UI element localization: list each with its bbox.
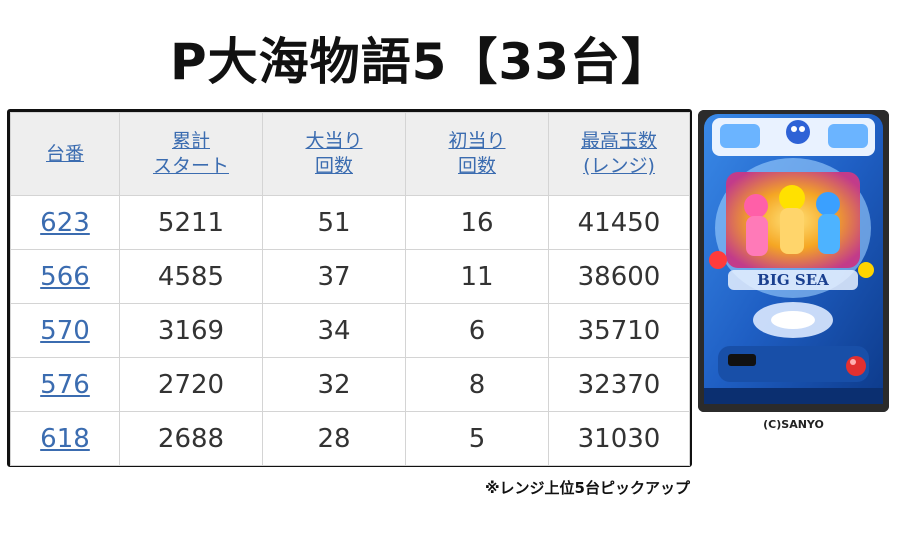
max-balls-cell: 38600	[548, 249, 690, 304]
header-big-hits[interactable]: 大当り 回数	[262, 112, 406, 196]
sort-link-max-balls[interactable]: 最高玉数 (レンジ)	[581, 129, 657, 179]
table-row: 623 5211 51 16 41450	[10, 195, 690, 250]
first-hits-cell: 5	[405, 411, 549, 466]
max-balls-cell: 35710	[548, 303, 690, 358]
machine-number-cell[interactable]: 576	[10, 357, 120, 412]
table-row: 570 3169 34 6 35710	[10, 303, 690, 358]
copyright-caption: (C)SANYO	[763, 418, 824, 431]
header-label-line2: (レンジ)	[583, 155, 655, 177]
machine-number-link[interactable]: 576	[40, 369, 90, 400]
machine-number-cell[interactable]: 570	[10, 303, 120, 358]
total-start-cell: 3169	[119, 303, 263, 358]
footnote: ※レンジ上位5台ピックアップ	[484, 479, 690, 497]
sort-link-machine-number[interactable]: 台番	[46, 142, 84, 167]
max-balls-cell: 41450	[548, 195, 690, 250]
header-label-line2: スタート	[152, 155, 229, 177]
machine-number-link[interactable]: 623	[40, 207, 90, 238]
header-label-line1: 累計	[171, 130, 210, 152]
total-start-cell: 5211	[119, 195, 263, 250]
header-first-hits[interactable]: 初当り 回数	[405, 112, 549, 196]
sort-link-big-hits[interactable]: 大当り 回数	[305, 129, 362, 179]
first-hits-cell: 11	[405, 249, 549, 304]
max-balls-cell: 32370	[548, 357, 690, 412]
machine-number-cell[interactable]: 618	[10, 411, 120, 466]
machine-number-cell[interactable]: 566	[10, 249, 120, 304]
table-header-row: 台番 累計 スタート 大当り 回数 初当	[10, 112, 690, 196]
sort-link-total-start[interactable]: 累計 スタート	[153, 129, 229, 179]
table-row: 576 2720 32 8 32370	[10, 357, 690, 412]
pachinko-machine-image: BIG SEA	[698, 110, 889, 412]
first-hits-cell: 6	[405, 303, 549, 358]
machine-number-link[interactable]: 618	[40, 423, 90, 454]
machine-number-link[interactable]: 566	[40, 261, 90, 292]
machine-number-cell[interactable]: 623	[10, 195, 120, 250]
max-balls-cell: 31030	[548, 411, 690, 466]
big-hits-cell: 51	[262, 195, 406, 250]
total-start-cell: 2688	[119, 411, 263, 466]
header-max-balls[interactable]: 最高玉数 (レンジ)	[548, 112, 690, 196]
header-label-line1: 初当り	[448, 130, 506, 152]
header-total-start[interactable]: 累計 スタート	[119, 112, 263, 196]
machine-number-link[interactable]: 570	[40, 315, 90, 346]
machine-logo-text: BIG SEA	[757, 271, 829, 289]
big-hits-cell: 32	[262, 357, 406, 412]
header-label-line2: 回数	[457, 155, 496, 177]
ranking-table: 台番 累計 スタート 大当り 回数 初当	[10, 112, 690, 466]
total-start-cell: 4585	[119, 249, 263, 304]
first-hits-cell: 8	[405, 357, 549, 412]
header-machine-number[interactable]: 台番	[10, 112, 120, 196]
total-start-cell: 2720	[119, 357, 263, 412]
big-hits-cell: 37	[262, 249, 406, 304]
header-label: 台番	[45, 142, 84, 165]
first-hits-cell: 16	[405, 195, 549, 250]
table-row: 566 4585 37 11 38600	[10, 249, 690, 304]
page-title: P大海物語5【33台】	[170, 33, 673, 91]
header-label-line2: 回数	[314, 155, 353, 177]
big-hits-cell: 34	[262, 303, 406, 358]
header-label-line1: 大当り	[305, 130, 363, 152]
header-label-line1: 最高玉数	[580, 130, 657, 152]
sort-link-first-hits[interactable]: 初当り 回数	[448, 129, 505, 179]
big-hits-cell: 28	[262, 411, 406, 466]
table-row: 618 2688 28 5 31030	[10, 411, 690, 466]
ranking-table-frame: 台番 累計 スタート 大当り 回数 初当	[7, 109, 692, 467]
